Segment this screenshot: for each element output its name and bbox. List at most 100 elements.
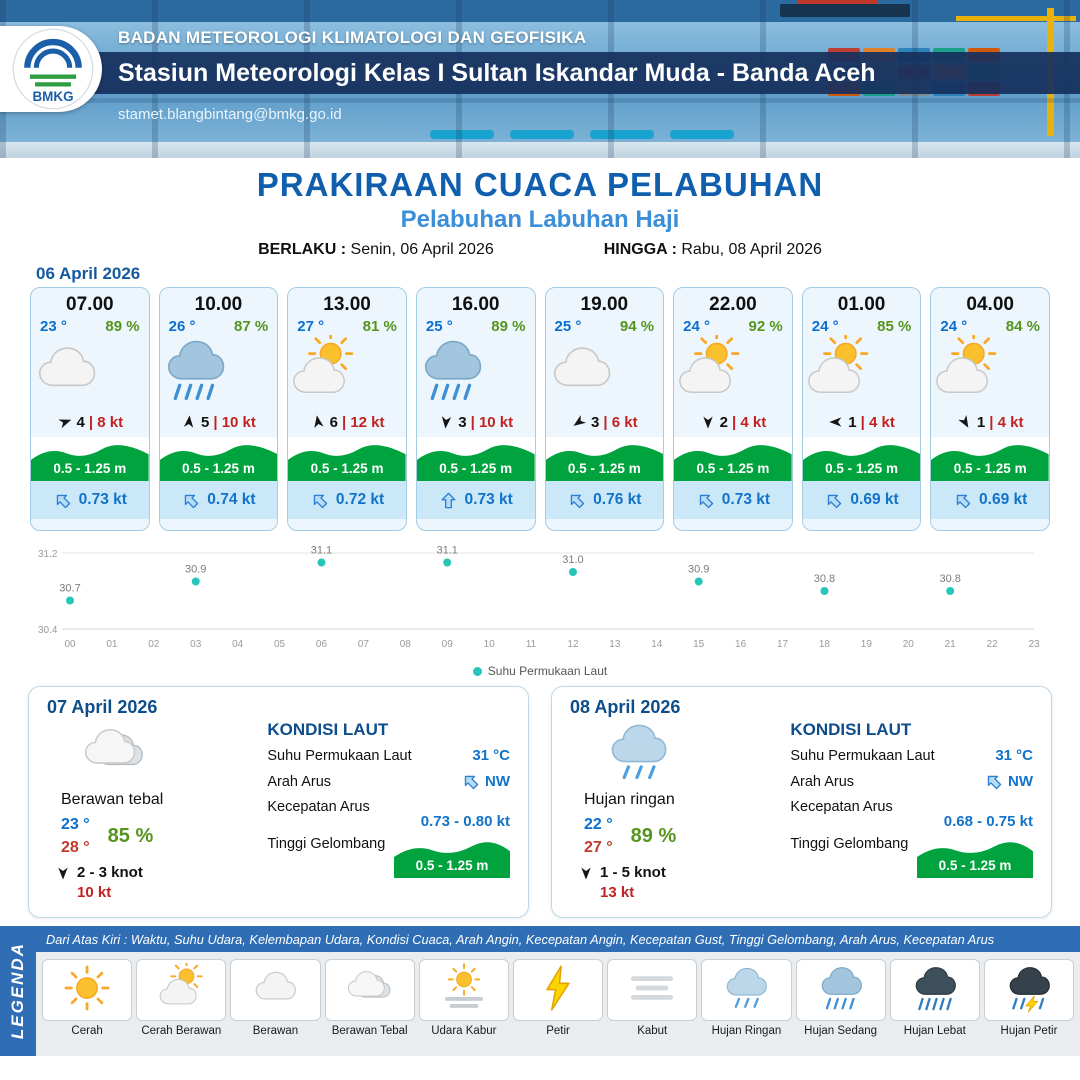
daily-weather-icon — [594, 718, 682, 786]
daily-humidity: 85 % — [107, 824, 154, 847]
window-beam — [0, 98, 1080, 103]
legend-item-label: Hujan Sedang — [804, 1025, 878, 1037]
legend-item: Berawan — [230, 959, 321, 1056]
card-humidity: 92 % — [748, 318, 783, 335]
port-subtitle: Pelabuhan Labuhan Haji — [400, 206, 680, 233]
svg-text:31.2: 31.2 — [38, 549, 58, 560]
wind-speed: 5 — [200, 413, 210, 431]
wind-speed: 3 — [591, 413, 600, 431]
petir-icon — [533, 963, 583, 1018]
cerah-berawan-icon — [156, 959, 206, 1018]
wind-direction-icon — [180, 413, 197, 430]
weather-condition-icon — [31, 335, 149, 409]
card-humidity: 81 % — [362, 318, 397, 335]
wave-height-band: 0.5 - 1.25 m — [31, 437, 149, 481]
card-temperature: 24 ° — [940, 318, 968, 335]
legend-title-band: LEGENDA — [0, 926, 36, 1056]
current-direction-icon — [457, 768, 484, 795]
daily-temp-min: 22 ° — [584, 816, 613, 833]
current-speed: 0.73 kt — [721, 491, 771, 508]
sst-label: Suhu Permukaan Laut — [790, 747, 935, 764]
current-speed-label: Kecepatan Arus — [267, 799, 370, 815]
svg-text:04: 04 — [232, 639, 244, 650]
svg-text:14: 14 — [651, 639, 663, 650]
header-banner: BMKG BADAN METEOROLOGI KLIMATOLOGI DAN G… — [0, 0, 1080, 158]
svg-text:11: 11 — [526, 639, 537, 650]
current-direction-icon — [49, 487, 76, 514]
daily-gust: 10 kt — [77, 884, 112, 902]
card-temperature: 26 ° — [168, 318, 196, 335]
daily-summary-row: 07 April 2026 Berawan tebal 23 ° 28 ° 85… — [0, 686, 1080, 918]
wave-height-band: 0.5 - 1.25 m — [674, 437, 792, 481]
wave-height: 0.5 - 1.25 m — [696, 461, 770, 476]
weather-condition-icon — [674, 330, 792, 409]
current-dir-label: Arah Arus — [790, 773, 855, 790]
current-row: 0.73 kt — [416, 481, 535, 519]
daily-temp-max: 27 ° — [584, 839, 613, 857]
kabut-icon — [627, 963, 677, 1018]
current-speed-range: 0.68 - 0.75 kt — [943, 813, 1033, 830]
legend-item-label: Berawan Tebal — [331, 1025, 408, 1037]
forecast-card: 10.00 26 ° 87 % 5 | 10 kt 0.5 - 1.25 m 0.7… — [158, 287, 279, 531]
current-row: 0.74 kt — [159, 481, 278, 519]
svg-text:30.8: 30.8 — [814, 573, 835, 585]
wind-speed: 4 — [76, 413, 85, 431]
current-direction-icon — [439, 491, 458, 510]
wind-speed: 3 — [458, 413, 467, 431]
legend-items-row: Cerah Cerah Berawan Berawan Berawan Teba… — [36, 952, 1080, 1056]
forecast-card: 16.00 25 ° 89 % 3 | 10 kt 0.5 - 1.25 m 0.7… — [415, 287, 536, 531]
valid-until: HINGGA : Rabu, 08 April 2026 — [604, 241, 822, 259]
daily-date: 07 April 2026 — [47, 697, 158, 717]
wave-height: 0.5 - 1.25 m — [439, 461, 513, 476]
weather-condition-icon — [288, 330, 406, 409]
validity-row: BERLAKU : Senin, 06 April 2026 HINGGA : … — [0, 241, 1080, 259]
forecast-card: 07.00 23 ° 89 % 4 | 8 kt 0.5 - 1.25 m 0.73… — [30, 287, 150, 531]
forecast-card: 19.00 25 ° 94 % 3 | 6 kt 0.5 - 1.25 m 0.76… — [544, 287, 665, 531]
legend-item: Petir — [512, 959, 604, 1056]
daily-gust: 13 kt — [600, 884, 635, 902]
legend-item-label: Hujan Ringan — [711, 1025, 782, 1037]
card-time: 10.00 — [194, 294, 243, 315]
card-humidity: 87 % — [234, 318, 269, 335]
svg-text:19: 19 — [861, 639, 873, 650]
wind-gust: | 10 kt — [470, 413, 514, 431]
card-temperature: 25 ° — [554, 318, 582, 335]
hujan-ringan-icon — [721, 963, 771, 1018]
card-time: 07.00 — [66, 294, 114, 315]
valid-from: BERLAKU : Senin, 06 April 2026 — [258, 241, 494, 259]
svg-text:06: 06 — [316, 639, 328, 650]
current-dir-value: NW — [1008, 773, 1033, 790]
wave-height: 0.5 - 1.25 m — [310, 461, 384, 476]
legend-item: Hujan Lebat — [889, 959, 980, 1056]
legend-item-label: Petir — [546, 1025, 570, 1037]
wave-height-band: 0.5 - 1.25 m — [159, 437, 278, 481]
svg-text:30.9: 30.9 — [688, 564, 709, 576]
legend-note: Dari Atas Kiri : Waktu, Suhu Udara, Kele… — [36, 926, 1080, 952]
current-direction-icon — [980, 768, 1007, 795]
wind-gust: | 8 kt — [88, 413, 124, 431]
current-row: 0.73 kt — [674, 481, 792, 519]
svg-text:01: 01 — [106, 639, 118, 650]
legend-item-label: Hujan Petir — [1000, 1025, 1058, 1037]
current-speed: 0.76 kt — [593, 491, 642, 508]
sea-condition-title: KONDISI LAUT — [790, 720, 912, 739]
legend-item-label: Udara Kabur — [431, 1025, 497, 1037]
wind-direction-icon — [954, 411, 976, 433]
wave-height-band: 0.5 - 1.25 m — [545, 437, 664, 481]
card-humidity: 89 % — [105, 318, 140, 335]
card-temperature: 25 ° — [425, 318, 453, 335]
legend-dot-icon — [472, 666, 482, 676]
daily-weather-icon — [71, 718, 159, 786]
card-humidity: 94 % — [619, 318, 655, 335]
card-time: 19.00 — [580, 294, 629, 315]
wind-gust: | 4 kt — [989, 413, 1024, 431]
agency-name: BADAN METEOROLOGI KLIMATOLOGI DAN GEOFIS… — [118, 28, 587, 47]
sea-surface-temp-chart: 31.2 30.4 00 01 02 03 04 05 06 07 08 09 10 11 12 13 14 15… — [36, 537, 1044, 680]
wind-direction-icon — [828, 414, 844, 430]
wind-direction-icon — [54, 412, 75, 433]
daily-date: 08 April 2026 — [570, 697, 681, 717]
forecast-card: 13.00 27 ° 81 % 6 | 12 kt 0.5 - 1.25 m 0.7… — [287, 287, 407, 531]
svg-text:00: 00 — [64, 639, 76, 650]
valid-until-value: Rabu, 08 April 2026 — [681, 241, 822, 258]
daily-temp-max: 28 ° — [61, 839, 90, 857]
